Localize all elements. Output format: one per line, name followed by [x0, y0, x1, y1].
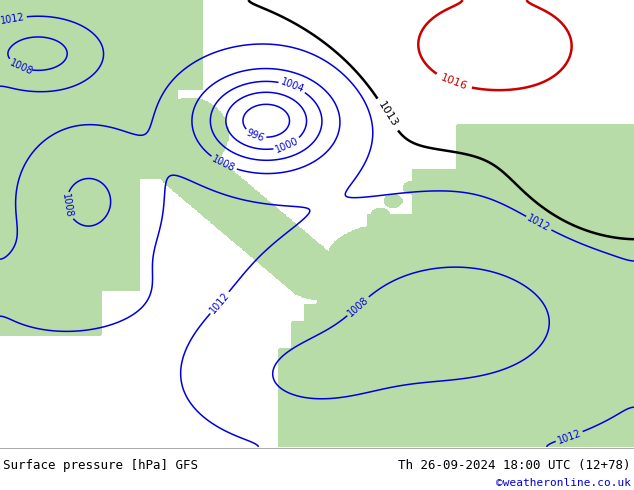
Text: Surface pressure [hPa] GFS: Surface pressure [hPa] GFS — [3, 459, 198, 472]
Text: 1012: 1012 — [526, 213, 552, 234]
Text: 1012: 1012 — [556, 428, 583, 445]
Text: 1004: 1004 — [279, 77, 306, 95]
Text: 1016: 1016 — [439, 73, 469, 92]
Text: 996: 996 — [245, 127, 266, 143]
Text: 1008: 1008 — [60, 193, 74, 219]
Text: 1008: 1008 — [210, 154, 237, 174]
Text: 1012: 1012 — [208, 290, 231, 315]
Text: 1008: 1008 — [346, 294, 370, 318]
Text: Th 26-09-2024 18:00 UTC (12+78): Th 26-09-2024 18:00 UTC (12+78) — [398, 459, 631, 472]
Text: 1013: 1013 — [376, 100, 399, 129]
Text: 1008: 1008 — [8, 57, 34, 77]
Text: 1000: 1000 — [274, 136, 301, 155]
Text: ©weatheronline.co.uk: ©weatheronline.co.uk — [496, 478, 631, 488]
Text: 1012: 1012 — [0, 12, 26, 26]
